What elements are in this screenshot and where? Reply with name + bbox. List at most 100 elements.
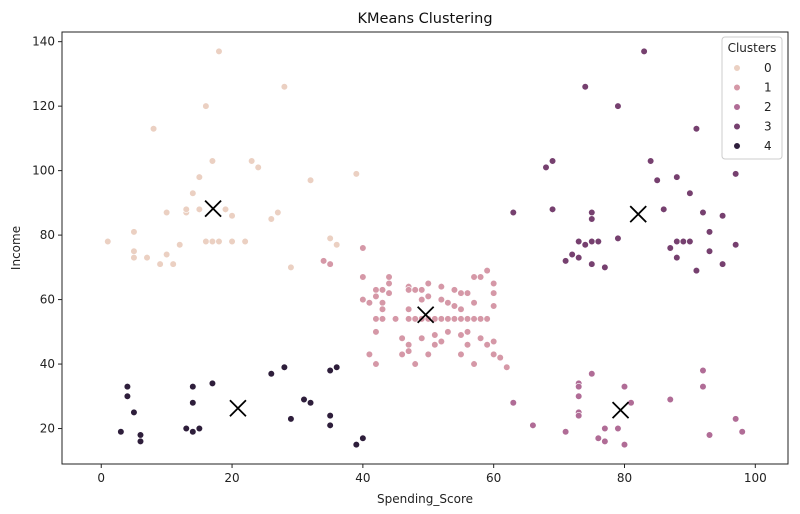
point-cluster-1 [385, 273, 393, 281]
point-cluster-3 [581, 83, 589, 91]
point-cluster-2 [594, 434, 602, 442]
point-cluster-4 [352, 441, 360, 449]
point-cluster-1 [320, 257, 328, 265]
point-cluster-1 [437, 315, 445, 323]
point-cluster-1 [490, 279, 498, 288]
point-cluster-3 [705, 247, 714, 255]
point-cluster-0 [156, 260, 164, 268]
point-cluster-0 [149, 125, 158, 133]
point-cluster-0 [306, 176, 315, 184]
point-cluster-0 [254, 163, 262, 172]
point-cluster-3 [692, 266, 701, 275]
point-cluster-1 [378, 299, 387, 307]
point-cluster-2 [529, 421, 537, 429]
point-cluster-2 [738, 428, 746, 436]
centroid-marker [417, 306, 435, 324]
point-cluster-0 [195, 173, 203, 181]
y-tick-label: 120 [32, 99, 55, 113]
point-cluster-1 [385, 289, 393, 297]
point-cluster-0 [189, 189, 197, 197]
point-cluster-2 [575, 412, 583, 420]
centroid-marker [229, 399, 247, 417]
x-tick-label: 40 [355, 471, 370, 485]
point-cluster-0 [228, 237, 236, 246]
point-cluster-1 [496, 354, 504, 362]
point-cluster-0 [248, 157, 256, 165]
legend-label: 4 [764, 139, 772, 153]
point-cluster-4 [136, 431, 145, 439]
point-cluster-3 [509, 208, 517, 217]
point-cluster-1 [418, 295, 426, 304]
point-cluster-0 [326, 234, 334, 242]
point-cluster-0 [202, 237, 210, 246]
point-cluster-1 [437, 337, 445, 346]
point-cluster-3 [718, 260, 727, 268]
legend-marker [733, 122, 741, 131]
point-cluster-1 [405, 305, 413, 313]
point-cluster-1 [405, 347, 413, 355]
point-cluster-2 [601, 424, 609, 433]
point-cluster-1 [470, 273, 478, 281]
x-tick-label: 20 [224, 471, 239, 485]
point-cluster-2 [575, 392, 583, 400]
plot-area-frame [61, 31, 789, 465]
point-cluster-3 [588, 260, 596, 268]
point-cluster-3 [673, 237, 681, 246]
point-cluster-0 [352, 170, 360, 178]
point-cluster-1 [483, 341, 491, 349]
point-cluster-3 [562, 257, 570, 265]
point-cluster-2 [699, 383, 707, 391]
point-cluster-3 [686, 189, 694, 197]
point-cluster-4 [189, 399, 197, 407]
point-cluster-1 [372, 286, 380, 294]
point-cluster-1 [457, 289, 465, 297]
point-cluster-1 [372, 292, 380, 300]
centroid-markers [204, 200, 647, 419]
point-cluster-1 [450, 286, 459, 294]
y-axis-label: Income [9, 226, 23, 270]
point-cluster-3 [640, 47, 648, 55]
point-cluster-0 [274, 208, 282, 217]
point-cluster-0 [333, 241, 341, 249]
point-cluster-1 [470, 360, 478, 368]
point-cluster-1 [476, 273, 485, 281]
point-cluster-0 [130, 228, 138, 236]
point-cluster-1 [418, 286, 426, 294]
point-cluster-1 [385, 279, 393, 288]
point-cluster-1 [463, 328, 472, 336]
legend-label: 3 [764, 120, 772, 134]
point-cluster-4 [123, 392, 132, 400]
point-cluster-2 [620, 383, 629, 391]
point-cluster-1 [398, 334, 406, 342]
point-cluster-0 [228, 212, 236, 220]
legend-marker [733, 142, 741, 150]
point-cluster-3 [588, 208, 596, 217]
legend: Clusters 0 1 2 3 4 [721, 36, 783, 160]
point-cluster-3 [732, 170, 740, 178]
x-axis-label: Spending_Score [377, 492, 473, 506]
point-cluster-2 [614, 424, 622, 433]
point-cluster-3 [679, 237, 687, 246]
point-cluster-1 [463, 341, 472, 349]
point-cluster-3 [718, 212, 727, 220]
point-cluster-1 [359, 295, 367, 304]
point-cluster-0 [163, 250, 171, 259]
legend-title: Clusters [728, 41, 777, 55]
point-cluster-1 [470, 299, 478, 307]
point-cluster-3 [614, 234, 622, 242]
point-cluster-0 [169, 260, 177, 268]
point-cluster-1 [490, 337, 498, 346]
point-cluster-4 [326, 421, 334, 429]
point-cluster-0 [215, 47, 223, 55]
point-cluster-3 [542, 163, 550, 172]
point-cluster-0 [208, 237, 217, 246]
point-cluster-4 [326, 412, 334, 420]
point-cluster-0 [163, 208, 171, 217]
point-cluster-1 [372, 328, 380, 336]
point-cluster-4 [195, 424, 203, 433]
point-cluster-1 [470, 315, 478, 323]
centroid-marker [204, 200, 222, 218]
point-cluster-2 [562, 428, 570, 436]
point-cluster-1 [391, 315, 400, 323]
